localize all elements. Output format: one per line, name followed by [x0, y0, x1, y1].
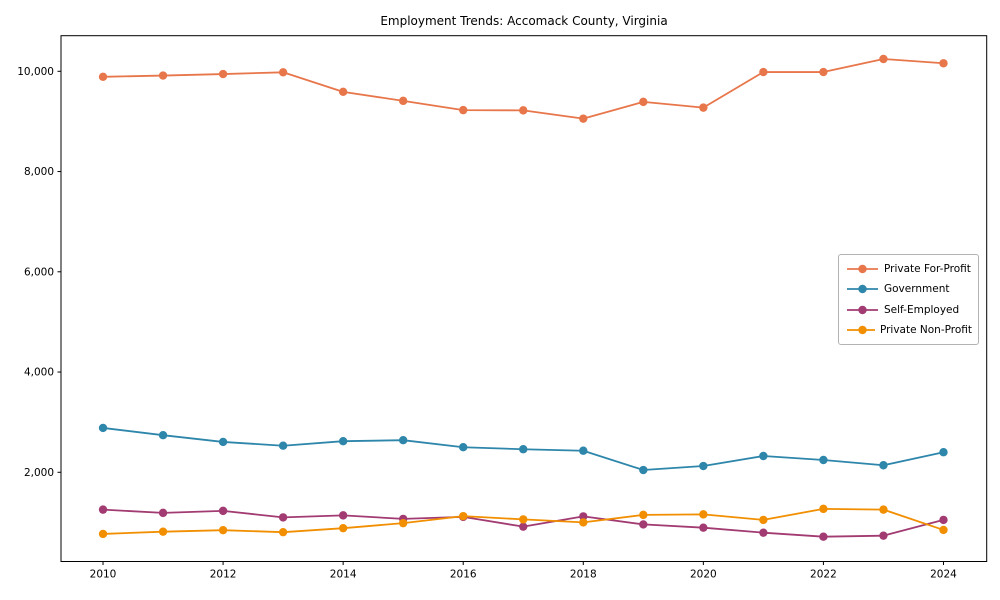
legend-marker-icon [847, 305, 878, 314]
x-tick-label: 2016 [450, 569, 477, 581]
data-point-private-for-profit [519, 106, 528, 115]
data-point-government [459, 443, 468, 452]
data-point-private-non-profit [699, 510, 708, 519]
data-point-private-non-profit [218, 525, 228, 535]
x-tick-label: 2022 [810, 569, 837, 581]
data-point-self-employed [939, 515, 948, 525]
x-tick-label: 2020 [690, 569, 717, 581]
data-point-government [218, 437, 228, 447]
x-tick-label: 2018 [570, 569, 597, 581]
data-point-government [278, 441, 288, 450]
data-point-private-for-profit [398, 96, 408, 106]
legend-entry: Private For-Profit [846, 259, 972, 279]
data-point-private-non-profit [459, 511, 468, 521]
data-point-government [759, 451, 768, 461]
data-point-government [939, 448, 948, 457]
data-point-private-non-profit [98, 529, 108, 539]
data-point-self-employed [819, 532, 828, 541]
chart-title: Employment Trends: Accomack County, Virg… [380, 14, 668, 28]
legend-entry: Self-Employed [846, 300, 972, 320]
data-point-government [819, 455, 828, 465]
y-tick-label: 2,000 [24, 467, 54, 479]
legend-label: Self-Employed [884, 303, 960, 316]
legend-marker-icon [847, 285, 878, 294]
data-point-private-non-profit [278, 527, 288, 537]
data-point-self-employed [218, 506, 228, 516]
data-point-government [98, 423, 108, 433]
data-point-government [158, 430, 168, 440]
data-point-government [519, 445, 528, 454]
data-point-private-for-profit [579, 114, 588, 123]
legend-entry: Private Non-Profit [846, 320, 972, 340]
data-point-private-non-profit [819, 504, 828, 514]
data-point-self-employed [278, 513, 288, 522]
data-point-private-for-profit [459, 105, 468, 115]
data-point-government [699, 461, 708, 471]
data-point-government [639, 465, 648, 475]
data-point-private-non-profit [579, 518, 588, 527]
legend-label: Private Non-Profit [879, 323, 972, 336]
data-point-self-employed [879, 531, 888, 540]
legend-entry: Government [846, 279, 972, 299]
axes-frame [60, 35, 988, 562]
legend-label: Government [884, 283, 950, 296]
data-point-self-employed [519, 522, 528, 531]
legend-label: Private For-Profit [884, 263, 971, 276]
data-point-self-employed [98, 505, 108, 514]
x-tick-label: 2010 [90, 569, 117, 581]
legend: Private For-Profit Government Self-Employe… [838, 254, 979, 345]
data-point-self-employed [579, 512, 588, 521]
data-point-self-employed [338, 511, 348, 520]
data-point-private-for-profit [939, 59, 948, 68]
data-point-government [398, 436, 408, 445]
data-point-self-employed [759, 528, 768, 537]
data-point-self-employed [699, 523, 708, 532]
data-point-private-non-profit [639, 510, 648, 520]
x-tick-label: 2012 [210, 569, 237, 581]
data-point-private-for-profit [699, 103, 708, 112]
data-point-self-employed [158, 508, 168, 518]
data-point-private-for-profit [819, 67, 828, 77]
data-point-private-for-profit [759, 67, 768, 77]
data-point-private-non-profit [398, 518, 408, 528]
y-tick-label: 8,000 [24, 166, 54, 178]
data-point-private-for-profit [218, 69, 228, 79]
data-point-private-non-profit [759, 515, 768, 525]
data-point-private-for-profit [158, 71, 168, 80]
y-tick-label: 4,000 [24, 367, 54, 379]
data-point-government [579, 446, 588, 455]
data-point-private-for-profit [879, 54, 888, 64]
data-point-government [338, 437, 348, 446]
legend-marker-icon [847, 325, 875, 335]
data-point-private-for-profit [639, 97, 648, 107]
data-point-private-for-profit [278, 68, 288, 77]
data-point-private-non-profit [158, 527, 168, 536]
x-tick-label: 2014 [330, 569, 357, 581]
legend-marker-icon [847, 264, 878, 274]
data-point-self-employed [639, 520, 648, 529]
data-point-private-for-profit [98, 72, 108, 82]
x-tick-label: 2024 [930, 569, 957, 581]
data-point-private-non-profit [338, 523, 348, 533]
data-point-private-non-profit [879, 505, 888, 514]
data-point-private-non-profit [519, 515, 528, 524]
y-tick-label: 6,000 [24, 266, 54, 278]
data-point-government [879, 461, 888, 470]
data-point-private-for-profit [338, 87, 348, 97]
data-point-private-non-profit [939, 525, 948, 535]
y-tick-label: 10,000 [17, 66, 54, 78]
